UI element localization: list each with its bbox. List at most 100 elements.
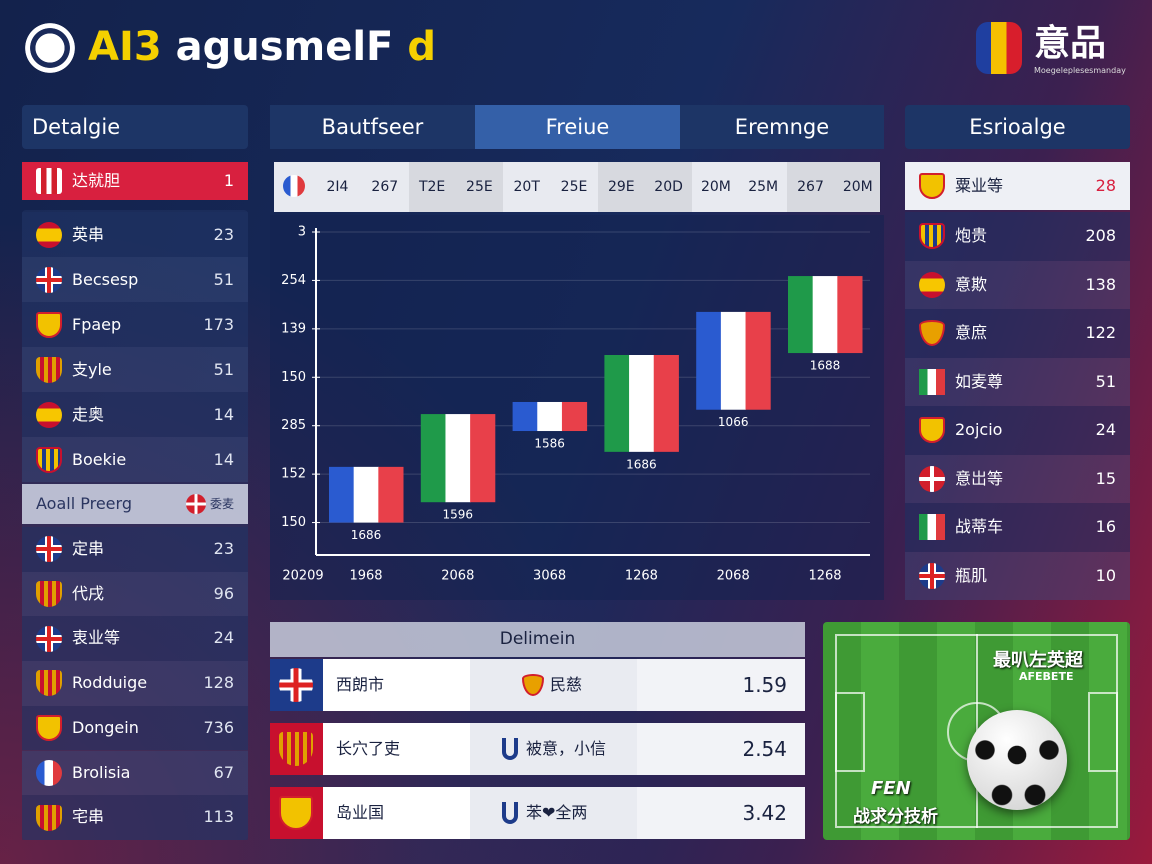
flag-cell [270,723,323,775]
flag-icon [522,674,544,696]
list-row: Boekie 14 [22,437,248,482]
bar-label: 1596 [443,508,474,522]
list-row: 瓶肌 10 [905,551,1130,600]
header-cell: 25E [455,162,503,212]
row-name: 代戌 [72,583,105,603]
flag-icon [919,465,945,492]
list-row: 衷业等 24 [22,616,248,662]
title-part: AI3 [88,24,162,70]
flag-icon [919,368,945,395]
list-row: Brolisia 67 [22,750,248,796]
flag-icon [919,223,945,250]
row-value: 173 [203,315,234,334]
flag-icon [283,175,305,197]
header-cell: 20M [834,162,882,212]
bar [604,355,679,452]
row-value: 28 [1095,176,1116,195]
flag-icon [919,417,945,444]
bar-label: 1066 [718,415,749,429]
section-header: Aoall Preerg 委麦 [22,484,248,524]
flag-stripe [537,401,563,432]
flag-icon [36,581,62,608]
x-tick-label: 2068 [717,569,750,584]
row-name: Becsesp [72,270,139,289]
flag-icon [36,536,62,563]
flag-stripe [561,401,588,432]
flag-icon [279,668,313,702]
row-value: 128 [203,673,234,693]
promo-card: 最叭左英超 AFEBETE FEN 战求分技析 [823,622,1130,840]
list-row: 意岀等 15 [905,454,1130,503]
row-value: 67 [213,762,234,782]
flag-icon [36,221,62,248]
opponent-cell [470,787,637,839]
y-tick-label: 285 [281,418,306,433]
list-row: 粟业等 28 [905,162,1130,210]
row-value: 96 [213,583,234,603]
row-value: 51 [1095,371,1116,391]
odds-value: 1.59 [742,673,787,697]
row-name: 英串 [72,225,105,244]
panel-header: Detalgie [22,105,248,149]
row-value: 16 [1095,517,1116,536]
row-value: 14 [213,405,234,424]
flag-icon [36,446,62,473]
y-tick-label: 254 [281,273,306,288]
x-tick-label: 1968 [349,569,382,584]
tab: Freiue [475,105,680,149]
promo-title: 最叭左英超 [993,650,1083,671]
flag-stripe [445,414,471,503]
club-icon [502,802,518,824]
row-name: 粟业等 [955,176,1004,195]
row-value: 10 [1095,565,1116,585]
flag-stripe [604,355,630,452]
list-row: 战蒂车 16 [905,503,1130,552]
row-name: Fpaep [72,315,122,334]
row-name: 衷业等 [72,628,121,648]
row-name: 定串 [72,539,105,558]
row-name: 支yle [72,360,112,379]
row-value: 122 [1085,323,1116,342]
y-tick-label: 3 [298,225,306,240]
flag-stripe [788,276,814,354]
header-cell: 29E [597,162,645,212]
x-tick-label: 20209 [282,569,323,584]
row-name: 炮贵 [955,226,988,245]
bar-label: 1686 [351,528,382,542]
promo-subtitle: AFEBETE [1019,670,1074,683]
pitch-box [835,692,865,772]
title-part: d [407,24,436,70]
row-value: 24 [213,628,234,648]
row-name: Rodduige [72,673,148,693]
opponent-name: 被意，小信 [526,739,607,758]
list-row: Fpaep 173 [22,302,248,347]
row-name: 战蒂车 [955,517,1004,536]
list-row: 宅串 113 [22,795,248,840]
promo-tag: FEN [871,778,911,799]
row-value: 1 [223,171,234,190]
pitch-box [1088,692,1118,772]
tab: Bautfseer [270,105,475,149]
row-name: Boekie [72,450,127,469]
chart: 3 254 139 150 285 152 150 20209 1968 2068 3068 1268… [270,215,884,600]
odds-value: 2.54 [742,737,787,761]
y-tick-label: 152 [281,467,306,482]
brand-logo [976,22,1022,74]
flag-stripe [470,414,496,503]
chart-header: 2I4 267 T2E 25E 20T 25E 29E 20D 20M 25M 267 20M [274,162,882,212]
tab: Eremnge [680,105,884,149]
flag-icon [919,271,945,298]
x-tick-label: 3068 [533,569,566,584]
list-row: 意庶 122 [905,309,1130,358]
flag-stripe [745,311,771,410]
flag-icon [36,670,62,697]
section-badge: 委麦 [210,497,235,511]
bar [329,466,404,523]
promo-caption: 战求分技析 [853,807,938,827]
panel-header: Esrioalge [905,105,1130,149]
flag-icon [919,514,945,541]
opponent-name: 苯❤全两 [526,803,588,822]
list-row: Dongein 736 [22,705,248,751]
header-cell: 267 [787,162,834,212]
